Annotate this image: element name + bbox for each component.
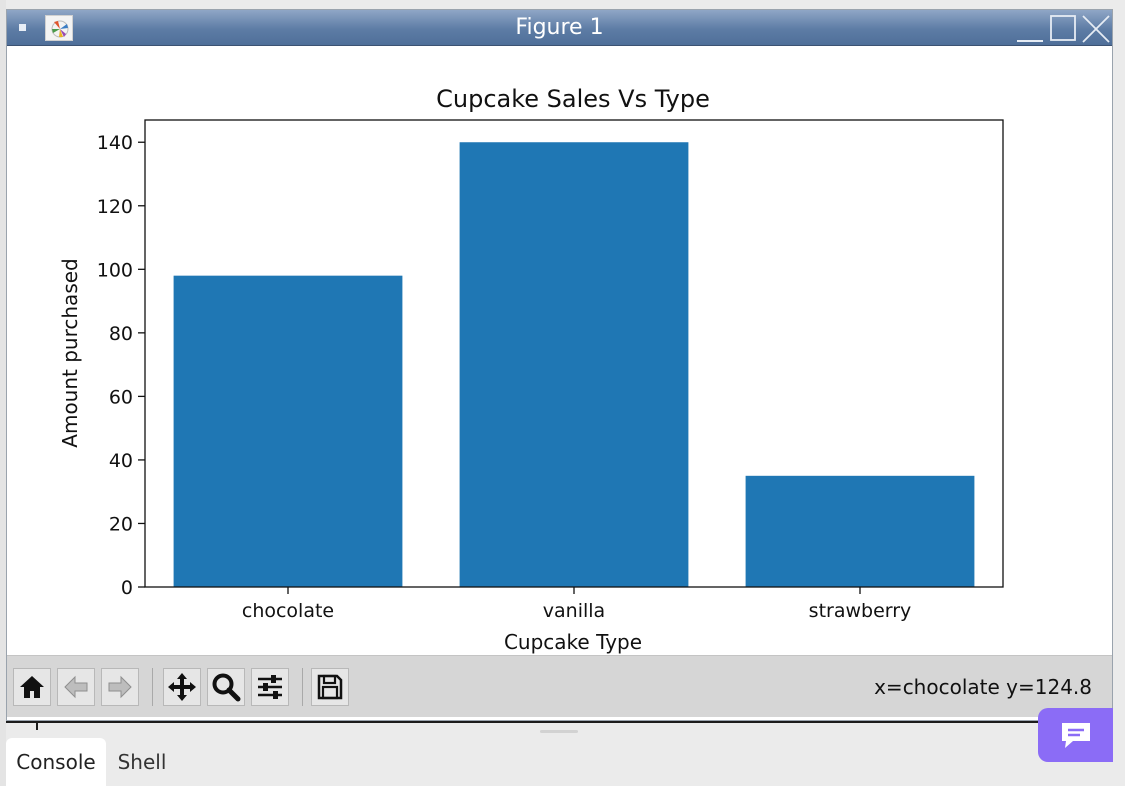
zoom-button[interactable] [207, 668, 245, 706]
window-menu-icon[interactable] [19, 24, 26, 31]
pan-button[interactable] [163, 668, 201, 706]
forward-icon [108, 675, 132, 699]
close-icon[interactable] [1081, 14, 1111, 44]
x-tick-label: strawberry [809, 600, 912, 622]
bar-vanilla [459, 142, 689, 587]
configure-subplots-icon [258, 675, 282, 699]
figure-window: Figure 1 Cupcake Sales Vs Type 0 20 40 60 80… [6, 9, 1113, 721]
x-axis: chocolate vanilla strawberry [242, 587, 911, 622]
home-icon [20, 676, 44, 698]
zoom-icon [212, 673, 241, 702]
configure-subplots-button[interactable] [251, 668, 289, 706]
save-button[interactable] [311, 668, 349, 706]
navigation-toolbar: x=chocolate y=124.8 [7, 655, 1112, 717]
y-tick-label: 140 [97, 132, 133, 154]
y-tick-label: 20 [109, 513, 133, 535]
chat-button[interactable] [1038, 708, 1113, 762]
plot-canvas[interactable]: Cupcake Sales Vs Type 0 20 40 60 80 100 120 140… [7, 47, 1112, 655]
axes-frame [144, 119, 1004, 588]
pan-icon [168, 673, 196, 701]
splitter-handle[interactable] [540, 730, 578, 733]
y-tick-label: 80 [109, 323, 133, 345]
y-tick-label: 120 [97, 196, 133, 218]
y-tick-label: 60 [109, 386, 133, 408]
y-tick-label: 100 [97, 259, 133, 281]
bar-chart: Cupcake Sales Vs Type 0 20 40 60 80 100 120 140… [58, 85, 1004, 654]
forward-button[interactable] [101, 668, 139, 706]
matplotlib-app-icon [45, 15, 73, 41]
y-tick-label: 40 [109, 450, 133, 472]
y-axis: 0 20 40 60 80 100 120 140 [97, 132, 145, 599]
chart-title: Cupcake Sales Vs Type [436, 85, 710, 113]
panel-divider [6, 721, 1113, 723]
y-axis-label: Amount purchased [58, 258, 82, 447]
x-tick-label: vanilla [543, 600, 605, 622]
bar-strawberry [745, 475, 975, 587]
back-icon [64, 675, 88, 699]
tab-console[interactable]: Console [6, 738, 106, 786]
panel-divider-tick [36, 721, 38, 730]
toolbar-separator [152, 668, 153, 706]
y-tick-label: 0 [121, 577, 133, 599]
home-button[interactable] [13, 668, 51, 706]
window-title: Figure 1 [515, 15, 604, 40]
cursor-coordinates: x=chocolate y=124.8 [874, 675, 1092, 699]
minimize-icon[interactable] [1015, 14, 1045, 44]
back-button[interactable] [57, 668, 95, 706]
chat-icon [1061, 723, 1090, 748]
maximize-icon[interactable] [1049, 14, 1077, 42]
bar-chocolate [173, 275, 403, 587]
x-tick-label: chocolate [242, 600, 334, 622]
save-icon [317, 674, 343, 700]
tab-shell[interactable]: Shell [117, 750, 167, 774]
window-titlebar[interactable]: Figure 1 [7, 10, 1112, 46]
x-axis-label: Cupcake Type [504, 630, 642, 654]
toolbar-separator [302, 668, 303, 706]
bars-group [173, 142, 975, 587]
left-edge-strip [0, 0, 6, 786]
